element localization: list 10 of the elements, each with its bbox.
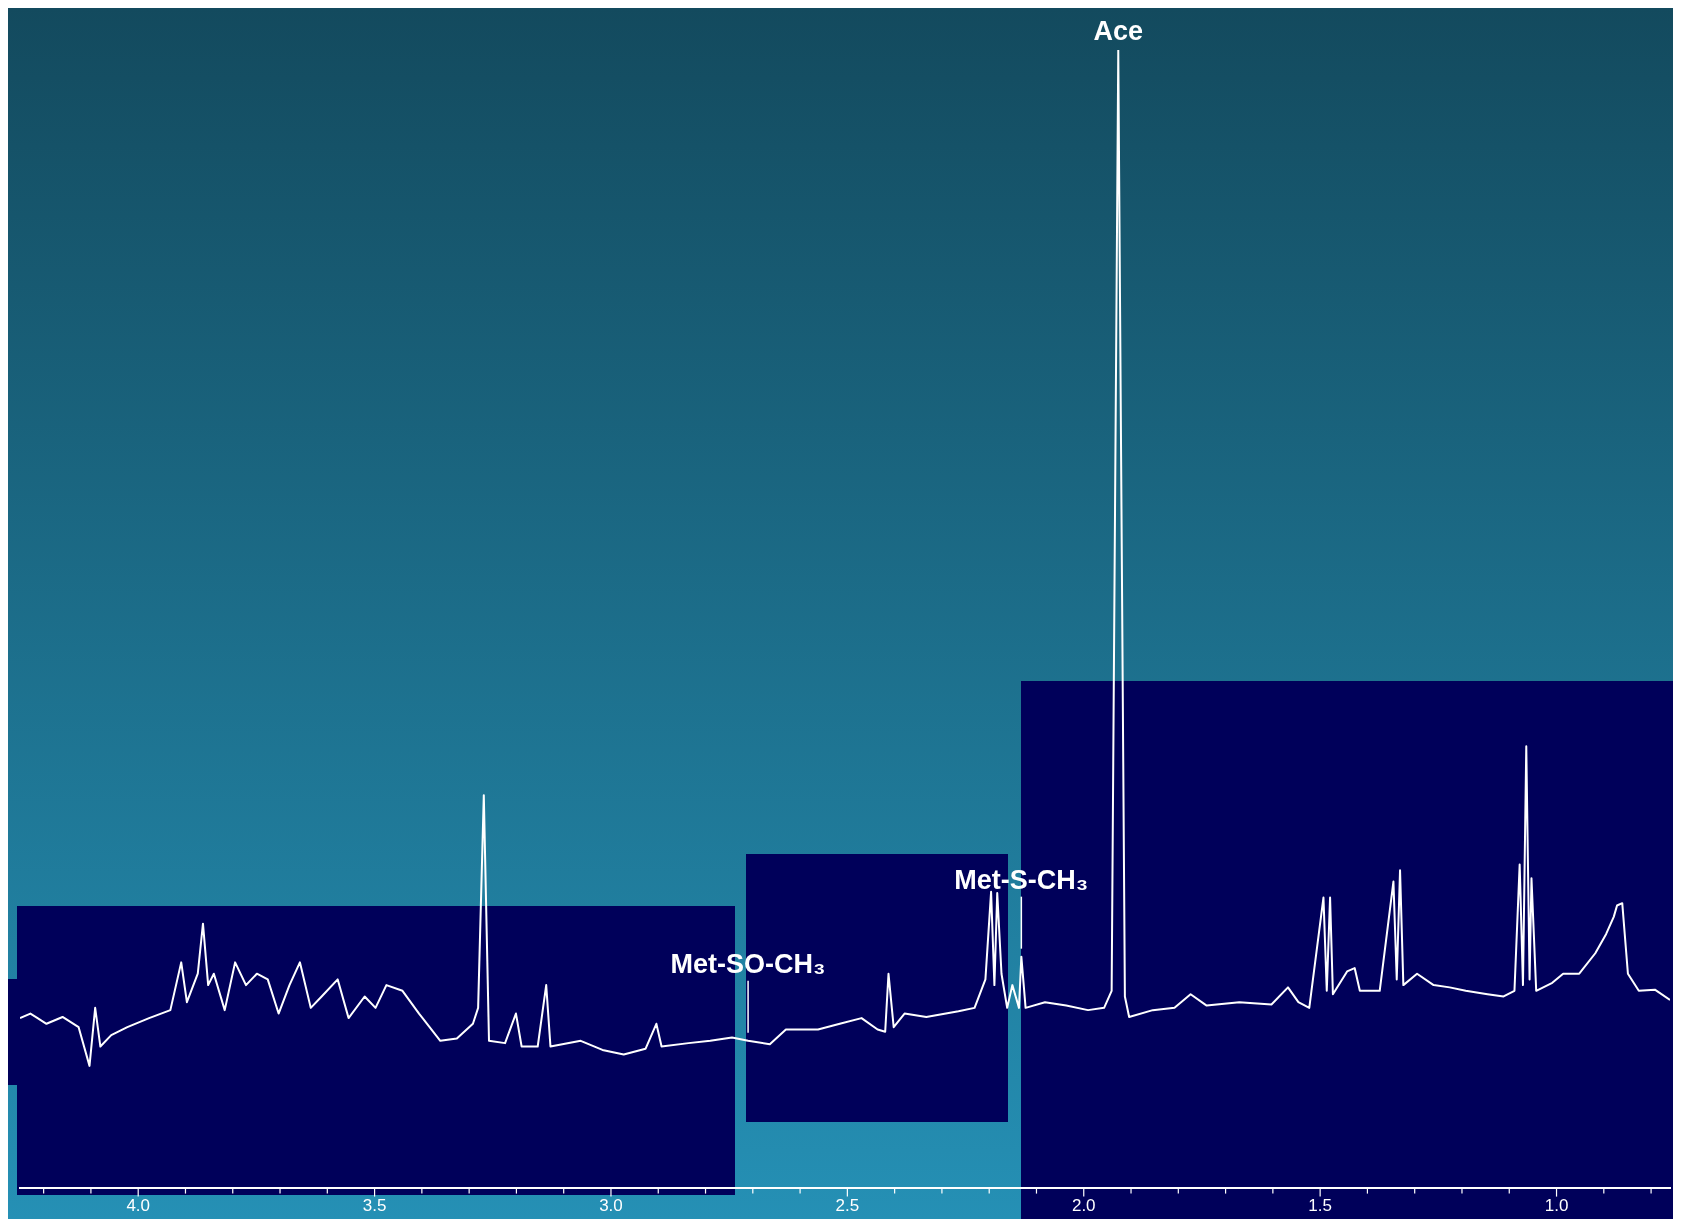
- x-tick-label: 1.0: [1544, 1196, 1569, 1216]
- annotation: Met-S-CH₃: [954, 864, 1089, 895]
- annotation: Met-SO-CH₃: [670, 948, 826, 979]
- x-tick-label: 3.5: [362, 1196, 387, 1216]
- x-tick-label: 4.0: [126, 1196, 151, 1216]
- x-tick-label: 2.0: [1071, 1196, 1096, 1216]
- x-tick-label: 2.5: [835, 1196, 860, 1216]
- x-tick-label: 1.5: [1308, 1196, 1332, 1216]
- x-tick-label: 3.0: [599, 1196, 623, 1216]
- annotation: Ace: [1093, 15, 1144, 46]
